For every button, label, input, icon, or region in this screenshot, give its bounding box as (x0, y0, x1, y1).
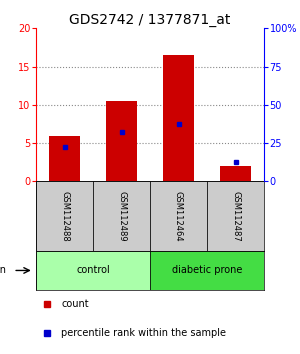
Text: percentile rank within the sample: percentile rank within the sample (61, 327, 226, 338)
Text: GSM112464: GSM112464 (174, 191, 183, 242)
Bar (220, 166, 251, 181)
Bar (150, 181, 207, 251)
Text: strain: strain (0, 266, 6, 275)
Bar (150, 251, 264, 290)
Bar (93, 181, 150, 251)
Bar (36, 181, 93, 251)
Text: GSM112487: GSM112487 (231, 191, 240, 242)
Title: GDS2742 / 1377871_at: GDS2742 / 1377871_at (69, 13, 231, 27)
Bar (163, 55, 194, 181)
Text: control: control (76, 266, 110, 275)
Bar (49, 136, 80, 181)
Text: GSM112488: GSM112488 (60, 191, 69, 242)
Bar (106, 101, 137, 181)
Text: GSM112489: GSM112489 (117, 191, 126, 242)
Bar (207, 181, 264, 251)
Text: diabetic prone: diabetic prone (172, 266, 242, 275)
Bar (36, 251, 150, 290)
Text: count: count (61, 299, 89, 309)
